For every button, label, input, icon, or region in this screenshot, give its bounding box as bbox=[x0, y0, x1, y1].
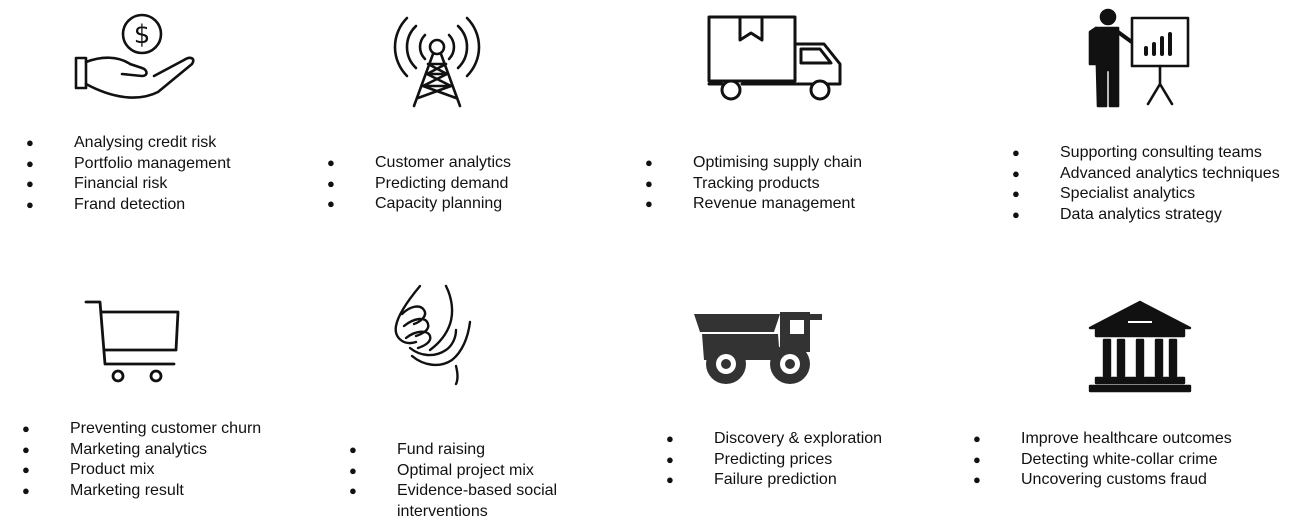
list-item: ● Uncovering customs fraud bbox=[973, 471, 1207, 488]
list-item: ● Supporting consulting teams bbox=[1012, 144, 1262, 161]
hand-dollar-icon: $ bbox=[72, 12, 200, 104]
list-item: ● Improve healthcare outcomes bbox=[973, 430, 1232, 447]
shopping-cart-icon bbox=[84, 300, 184, 384]
list-item: ● Failure prediction bbox=[666, 471, 837, 488]
list-item: ● Predicting prices bbox=[666, 450, 833, 468]
sector-list-nonprofit: ● Fund raising ● Optimal project mix ● Evid… bbox=[349, 440, 577, 522]
list-item: ● Capacity planning bbox=[327, 195, 503, 212]
government-building-icon bbox=[1088, 300, 1192, 393]
list-item: ● Preventing customer churn bbox=[22, 420, 262, 437]
list-item: ● Discovery & exploration bbox=[666, 430, 883, 447]
sector-list-finance: ● Analysing credit risk ● Portfolio manage… bbox=[26, 133, 244, 215]
list-item: ● Marketing analytics bbox=[22, 440, 207, 458]
antenna-tower-icon bbox=[392, 10, 482, 108]
delivery-truck-icon bbox=[706, 14, 846, 104]
list-item: ● Tracking products bbox=[645, 174, 820, 192]
list-item: ● Marketing result bbox=[22, 481, 184, 499]
svg-text:$: $ bbox=[134, 20, 151, 50]
list-item: ● Frand detection bbox=[26, 195, 186, 213]
list-item: ● Customer analytics bbox=[327, 154, 512, 171]
presenter-chart-icon bbox=[1088, 8, 1192, 110]
list-item: ● Data analytics strategy bbox=[1012, 205, 1222, 223]
sector-list-logistics: ● Optimising supply chain ● Tracking produ… bbox=[645, 153, 923, 215]
list-item: ● Predicting demand bbox=[327, 174, 509, 192]
sector-list-consulting: ● Supporting consulting teams ● Advanced a… bbox=[1012, 143, 1310, 225]
list-item: ● Portfolio management bbox=[26, 154, 231, 172]
list-item: ● Detecting white-collar crime bbox=[973, 450, 1218, 468]
list-item: ● Optimal project mix bbox=[349, 461, 534, 479]
sector-list-government: ● Improve healthcare outcomes ● Detecting … bbox=[973, 429, 1281, 491]
sector-list-telecom: ● Customer analytics ● Predicting demand ●… bbox=[327, 153, 575, 215]
mining-truck-icon bbox=[692, 308, 824, 388]
list-item: ● Revenue management bbox=[645, 195, 855, 212]
list-item: ● Fund raising bbox=[349, 441, 486, 458]
list-item: ● Analysing credit risk bbox=[26, 134, 217, 151]
list-item: ● Product mix bbox=[22, 461, 155, 478]
list-item: ● Evidence-based social interventions bbox=[349, 482, 558, 520]
sector-list-mining: ● Discovery & exploration ● Predicting pri… bbox=[666, 429, 934, 491]
list-item: ● Specialist analytics bbox=[1012, 185, 1196, 202]
sector-list-retail: ● Preventing customer churn ● Marketing an… bbox=[22, 419, 300, 501]
helping-hands-icon bbox=[390, 284, 476, 386]
list-item: ● Advanced analytics techniques bbox=[1012, 164, 1280, 182]
list-item: ● Financial risk bbox=[26, 175, 168, 192]
list-item: ● Optimising supply chain bbox=[645, 154, 862, 171]
